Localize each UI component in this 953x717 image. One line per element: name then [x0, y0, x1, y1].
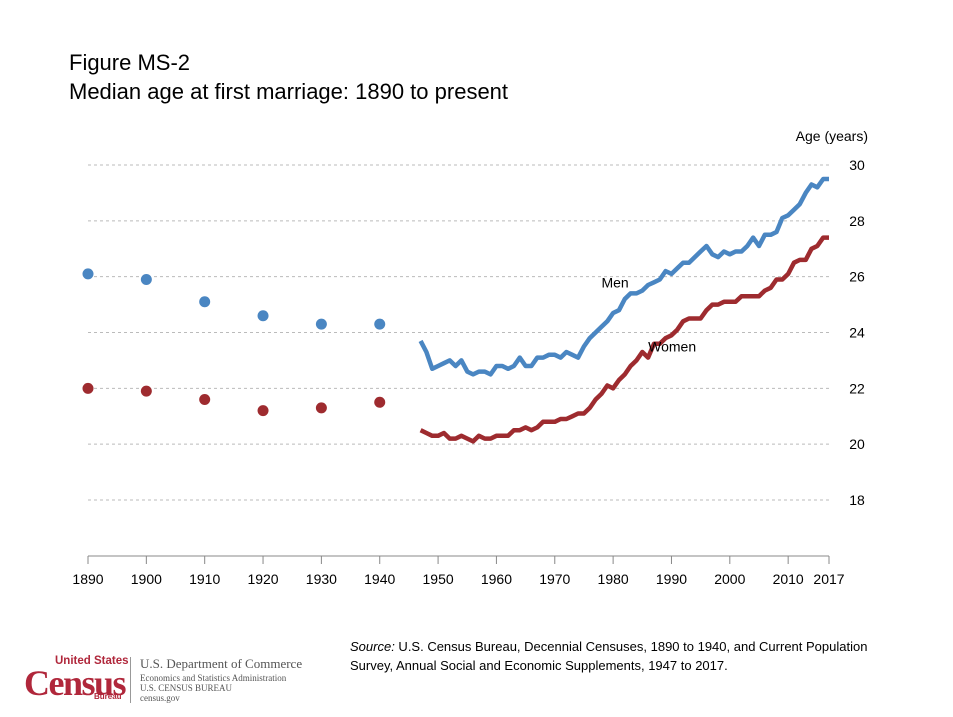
chart-marks [82, 176, 829, 444]
y-tick-label-28: 28 [849, 213, 865, 229]
x-tick-label-1940: 1940 [364, 571, 395, 587]
x-tick-label-1990: 1990 [656, 571, 687, 587]
men-point-1910 [199, 296, 211, 308]
logo-line-2: Economics and Statistics Administration [140, 673, 287, 683]
x-tick-label-1890: 1890 [72, 571, 103, 587]
women-point-1940 [374, 396, 386, 408]
x-tick-label-1900: 1900 [131, 571, 162, 587]
men-line [418, 176, 829, 377]
logo-united-states: United States [55, 655, 129, 667]
axes [87, 555, 830, 564]
annotation-men: Men [601, 274, 628, 290]
x-tick-label-1950: 1950 [423, 571, 454, 587]
source-note: Source: U.S. Census Bureau, Decennial Ce… [350, 637, 910, 675]
women-point-1890 [82, 382, 94, 394]
x-tick-label-1980: 1980 [598, 571, 629, 587]
y-tick-label-24: 24 [849, 325, 865, 341]
y-axis-label: Age (years) [796, 128, 868, 144]
logo-dept: U.S. Department of Commerce [140, 656, 303, 671]
x-tick-label-2000: 2000 [714, 571, 745, 587]
x-tick-label-1910: 1910 [189, 571, 220, 587]
logo-bureau: Bureau [94, 692, 122, 701]
x-tick-label-1970: 1970 [539, 571, 570, 587]
women-point-1900 [140, 385, 152, 397]
women-point-1910 [199, 394, 211, 405]
chart-labels: 18 20 22 24 26 28 30 Age (years) 1890 1900 1910 192… [72, 128, 868, 587]
x-tick-label-1920: 1920 [247, 571, 278, 587]
women-point-1930 [315, 402, 327, 414]
x-tick-label-1930: 1930 [306, 571, 337, 587]
men-point-1900 [140, 273, 152, 285]
logo-line-4: census.gov [140, 693, 180, 703]
men-point-1930 [315, 318, 327, 330]
y-tick-label-30: 30 [849, 157, 865, 173]
figure-label: Figure MS-2 [69, 50, 191, 75]
x-tick-label-1960: 1960 [481, 571, 512, 587]
y-tick-label-22: 22 [849, 380, 865, 396]
x-tick-label-2017: 2017 [813, 571, 844, 587]
gridlines [88, 164, 829, 501]
chart-title: Figure MS-2 Median age at first marriage… [69, 48, 508, 106]
logo-line-3: U.S. CENSUS BUREAU [140, 683, 233, 693]
figure-title: Median age at first marriage: 1890 to pr… [69, 79, 509, 104]
women-point-1920 [257, 405, 269, 417]
men-point-1940 [374, 318, 386, 330]
y-tick-label-26: 26 [849, 269, 865, 285]
men-point-1920 [257, 310, 269, 322]
men-point-1890 [82, 268, 94, 280]
logo-divider [130, 657, 131, 703]
y-tick-label-18: 18 [849, 492, 865, 508]
source-label: Source: [350, 639, 395, 654]
x-tick-label-2010: 2010 [773, 571, 804, 587]
census-logo: United States Census Bureau U.S. Departm… [24, 655, 354, 707]
y-tick-label-20: 20 [849, 436, 865, 452]
logo-census: Census [24, 663, 127, 703]
annotation-women: Women [648, 338, 696, 354]
line-chart: 18 20 22 24 26 28 30 Age (years) 1890 1900 1910 192… [72, 128, 868, 587]
women-line [419, 235, 829, 444]
source-text: U.S. Census Bureau, Decennial Censuses, … [350, 639, 868, 673]
